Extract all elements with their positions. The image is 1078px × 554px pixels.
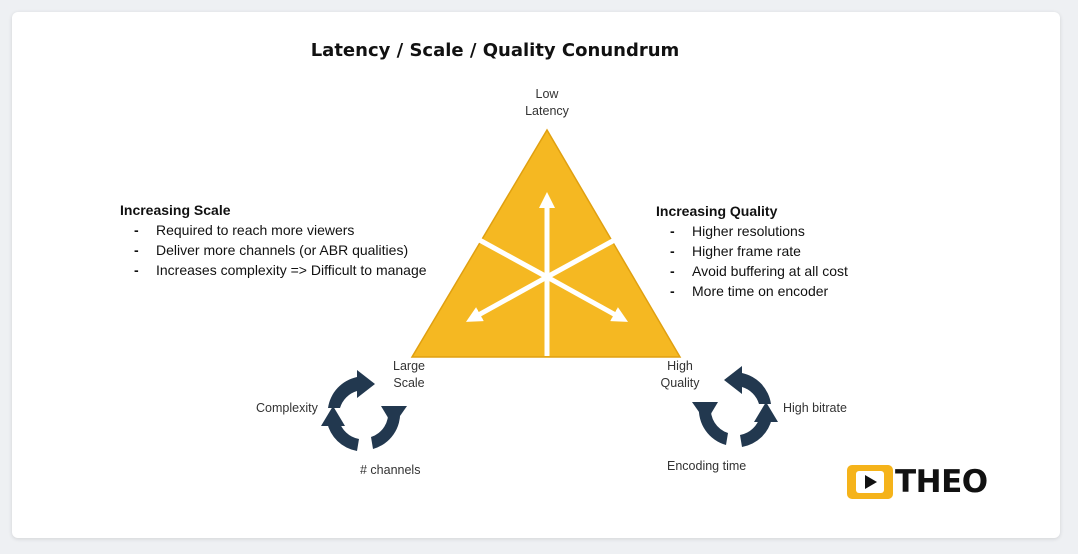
- arrow-to-scale: [466, 274, 549, 322]
- scale-item: Increases complexity => Difficult to man…: [120, 260, 427, 280]
- vertex-label-high-quality: High Quality: [645, 358, 715, 392]
- scale-item: Deliver more channels (or ABR qualities): [120, 240, 427, 260]
- cycle-label-high-bitrate: High bitrate: [783, 401, 847, 415]
- increasing-scale-block: Increasing Scale Required to reach more …: [120, 200, 427, 280]
- increasing-quality-block: Increasing Quality Higher resolutions Hi…: [656, 201, 848, 301]
- scale-item: Required to reach more viewers: [120, 220, 427, 240]
- vertex-label-line: Quality: [660, 376, 700, 390]
- vertex-label-line: High: [667, 359, 693, 373]
- scale-cycle-icon: [321, 370, 407, 451]
- triangle-spokes: [472, 234, 622, 356]
- theo-logo: THEO: [847, 464, 988, 500]
- quality-item: Higher frame rate: [656, 241, 848, 261]
- vertex-label-line: Latency: [525, 104, 569, 118]
- logo-text: THEO: [895, 464, 988, 500]
- quality-item: Higher resolutions: [656, 221, 848, 241]
- quality-item: More time on encoder: [656, 281, 848, 301]
- vertex-label-line: Large: [393, 359, 425, 373]
- arrow-to-quality: [545, 274, 628, 322]
- increasing-quality-heading: Increasing Quality: [656, 203, 778, 219]
- quality-item: Avoid buffering at all cost: [656, 261, 848, 281]
- vertex-label-line: Scale: [393, 376, 425, 390]
- vertex-label-low-latency: Low Latency: [507, 86, 587, 120]
- quality-cycle-icon: [692, 366, 778, 447]
- cycle-label-channels: # channels: [360, 463, 421, 477]
- increasing-scale-heading: Increasing Scale: [120, 202, 231, 218]
- diagram-title: Latency / Scale / Quality Conundrum: [310, 40, 680, 61]
- vertex-label-large-scale: Large Scale: [374, 358, 444, 392]
- vertex-label-line: Low: [535, 87, 559, 101]
- cycle-label-complexity: Complexity: [256, 401, 318, 415]
- cycle-label-encoding-time: Encoding time: [667, 459, 747, 473]
- play-icon: [847, 465, 893, 499]
